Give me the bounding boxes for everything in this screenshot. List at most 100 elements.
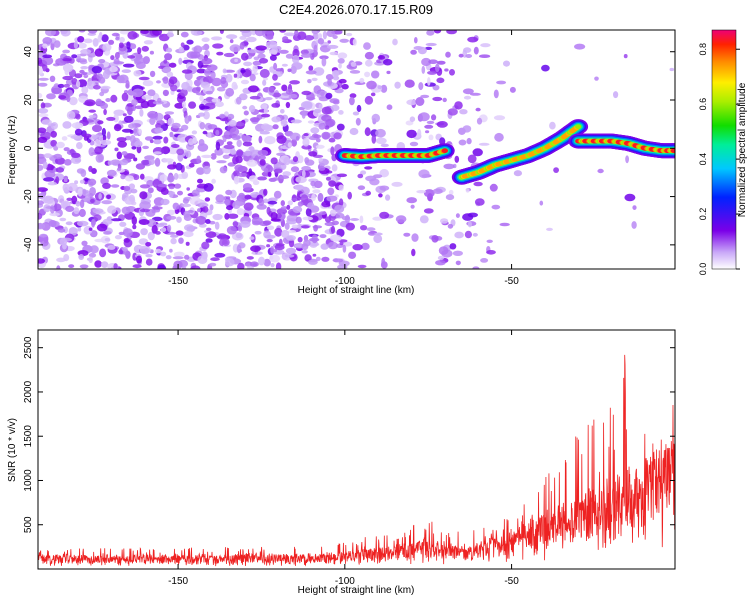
- spectrogram-cell: [70, 135, 81, 140]
- spectrogram-cell: [43, 195, 54, 204]
- spectrogram-cell: [295, 216, 302, 224]
- spectrogram-cell: [235, 155, 243, 164]
- spectrogram-cell: [77, 188, 83, 197]
- spectrogram-cell: [219, 166, 228, 174]
- spectrogram-cell: [409, 141, 419, 147]
- spectrogram-cell: [128, 194, 135, 202]
- spectrogram-cell: [149, 117, 156, 126]
- spectrogram-cell: [160, 198, 170, 206]
- spectrogram-cell: [81, 72, 88, 76]
- spectrogram-cell: [330, 146, 335, 156]
- spectrogram-cell: [265, 40, 278, 49]
- spectrogram-cell: [273, 82, 281, 86]
- spectrogram-cell: [264, 136, 276, 145]
- spectrogram-cell: [117, 167, 122, 171]
- spectrogram-cell: [118, 231, 125, 236]
- spectrogram-cell: [342, 244, 347, 253]
- spectrogram-cell: [324, 216, 332, 223]
- spectrogram-cell: [320, 243, 329, 250]
- spectrogram-cell: [339, 241, 344, 246]
- spectrogram-cell: [110, 159, 121, 166]
- spectrogram-cell: [241, 52, 249, 61]
- spectrogram-cell: [80, 48, 92, 55]
- spectrogram-cell: [162, 66, 171, 73]
- spectrogram-cell: [226, 141, 233, 146]
- spectrogram-cell: [307, 120, 315, 124]
- spectrogram-cell: [326, 44, 339, 49]
- spectrogram-cell: [304, 35, 315, 41]
- spectrogram-cell: [249, 73, 256, 82]
- spectrogram-cell: [42, 37, 53, 45]
- spectrogram-cell: [63, 83, 70, 88]
- spectrogram-cell: [379, 169, 390, 178]
- spectrogram-cell: [301, 225, 310, 229]
- spectrogram-cell: [373, 234, 383, 244]
- spectrogram-cell: [326, 30, 336, 37]
- spectrogram-cell: [174, 102, 185, 109]
- spectrogram-cell: [459, 109, 468, 115]
- spectrogram-cell: [263, 107, 269, 114]
- spectrogram-cell: [42, 43, 48, 49]
- spectrogram-cell: [355, 117, 361, 126]
- spectrogram-cell: [205, 90, 213, 95]
- spectrogram-cell: [176, 148, 185, 156]
- spectrogram-cell: [375, 128, 386, 138]
- spectrogram-cell: [365, 175, 377, 182]
- spectrogram-cell: [227, 113, 235, 120]
- spectrogram-cell: [38, 187, 48, 192]
- spectrogram-cell: [229, 44, 241, 53]
- spectrogram-cell: [249, 261, 259, 268]
- spectrogram-cell: [261, 104, 268, 109]
- spectrogram-cell: [221, 117, 227, 122]
- spectrogram-cell: [88, 165, 93, 172]
- spectrogram-cell: [82, 133, 92, 138]
- spectrogram-cell: [170, 234, 179, 238]
- spectrogram-cell: [127, 31, 138, 40]
- spectrogram-cell: [42, 56, 54, 66]
- spectrogram-cell: [142, 80, 154, 87]
- spectrogram-cell: [66, 94, 71, 103]
- spectrogram-cell: [45, 164, 54, 172]
- spectrogram-cell: [270, 246, 275, 254]
- spectrogram-cell: [162, 76, 169, 84]
- spectrogram-cell: [315, 256, 321, 262]
- spectrogram-cell: [411, 233, 419, 242]
- spectrogram-cell: [101, 127, 106, 137]
- snr-x-tick-label: -100: [335, 576, 355, 587]
- spectrogram-cell: [287, 200, 293, 206]
- spectrogram-cell: [76, 168, 85, 174]
- spectrogram-cell: [93, 73, 98, 78]
- spectrogram-cell: [167, 224, 172, 232]
- spectrogram-cell: [253, 56, 260, 61]
- spectrogram-cell: [328, 180, 336, 187]
- spectrogram-cell: [201, 154, 213, 159]
- spectrogram-cell: [159, 174, 168, 182]
- spectrogram-cell: [212, 43, 224, 49]
- spectrogram-cell: [173, 251, 185, 258]
- spectrogram-cell: [360, 225, 368, 231]
- spectrogram-cell: [190, 30, 195, 35]
- spectrogram-cell: [272, 74, 278, 81]
- spectrogram-cell: [480, 43, 491, 48]
- spectrogram-cell: [77, 36, 85, 43]
- spectrogram-cell: [160, 227, 167, 232]
- colorbar-gradient: [711, 29, 737, 270]
- spectrogram-cell: [509, 86, 516, 93]
- spectrogram-cell: [341, 83, 349, 90]
- spectrogram-cell: [395, 215, 407, 223]
- spectrogram-cell: [257, 53, 266, 59]
- spectrogram-cell: [371, 113, 380, 123]
- spectrogram-cell: [317, 192, 324, 202]
- spectrogram-cell: [229, 39, 234, 44]
- spectrogram-cell: [349, 127, 359, 136]
- spectrogram-cell: [196, 155, 201, 164]
- spectrogram-cell: [318, 103, 323, 110]
- spectrogram-cell: [151, 206, 163, 210]
- spectrogram-cell: [406, 129, 417, 139]
- spectrogram-cell: [113, 263, 118, 269]
- spectrogram-cell: [121, 206, 131, 215]
- spectrogram-cell: [313, 108, 322, 114]
- spectrogram-cell: [239, 93, 248, 101]
- spectrogram-cell: [163, 59, 168, 64]
- spectrogram-cell: [416, 190, 427, 194]
